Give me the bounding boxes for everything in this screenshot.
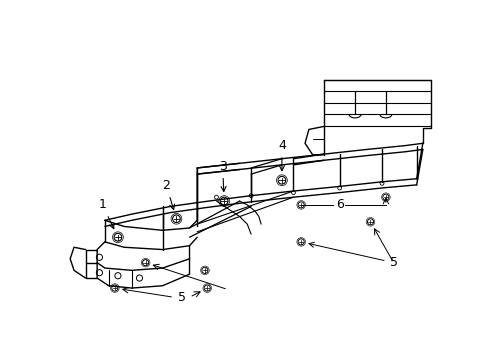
Text: 3: 3: [219, 160, 226, 192]
Text: 6: 6: [336, 198, 343, 211]
Text: 1: 1: [98, 198, 114, 229]
Text: 4: 4: [278, 139, 286, 171]
Text: 2: 2: [163, 179, 174, 210]
Text: 5: 5: [309, 242, 397, 269]
Text: 5: 5: [178, 291, 186, 304]
